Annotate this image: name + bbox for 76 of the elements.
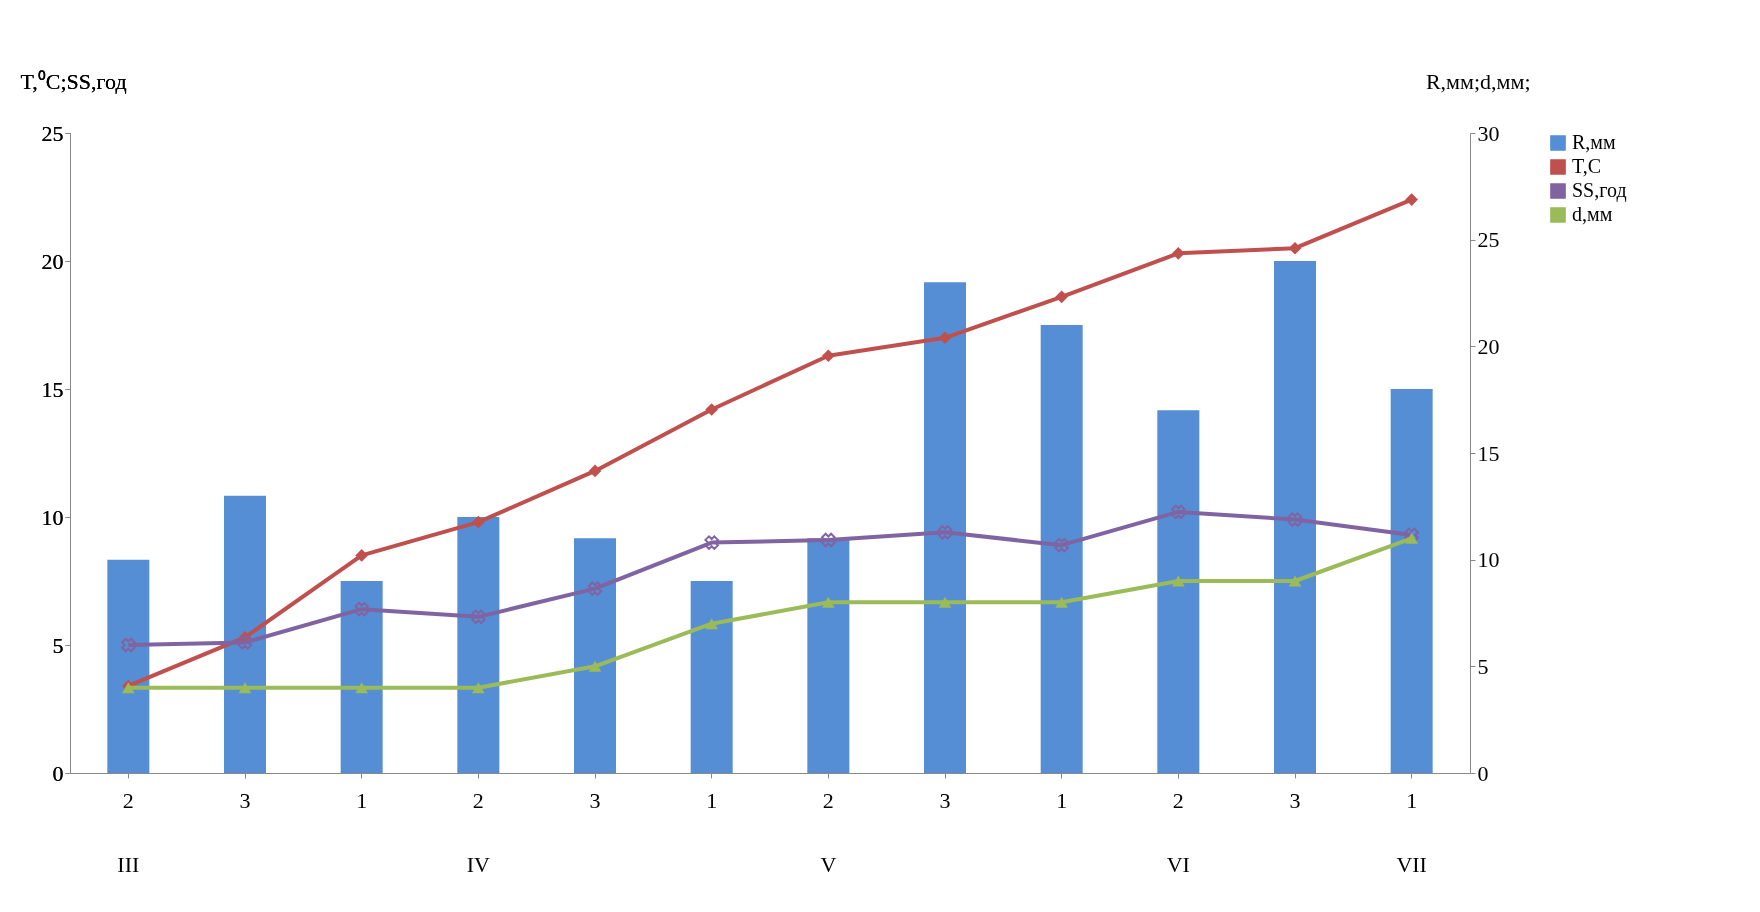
bar (1157, 410, 1200, 773)
point (588, 660, 602, 672)
bar (574, 538, 616, 773)
point (1404, 527, 1419, 543)
y2-axis-title: R,мм;d,мм; (1425, 68, 1531, 94)
bar (1040, 325, 1083, 773)
y-tick-label: 10 (41, 504, 64, 530)
y2-tick-label: 20 (1477, 333, 1500, 359)
point (355, 549, 368, 562)
point (1288, 241, 1302, 255)
point (1054, 537, 1069, 553)
point (821, 532, 836, 548)
point (1172, 246, 1185, 260)
point (822, 596, 835, 608)
category-label: 2 VI (1166, 787, 1190, 877)
category-label: 2 V (820, 787, 837, 877)
y-tick-label: 25 (41, 120, 64, 146)
y2-tick-label: 30 (1477, 120, 1500, 146)
y-axis-title: T,⁰C;SS,год (20, 68, 127, 94)
point (471, 609, 486, 625)
x-tick-label: 1 (1056, 787, 1068, 813)
point (1287, 512, 1303, 527)
category-label: 2 IV (466, 787, 490, 877)
point (1405, 532, 1418, 544)
x-tick-label: 3 (239, 787, 251, 813)
x-tick-label: 1 (706, 787, 718, 813)
point (938, 596, 952, 608)
point (705, 618, 718, 630)
bar (1274, 261, 1316, 773)
y-tick-label: 0 (52, 760, 64, 786)
bar (1390, 389, 1433, 773)
legend-label: R,мм (1572, 131, 1616, 153)
point (237, 635, 253, 650)
bar (340, 581, 383, 773)
point (1172, 575, 1185, 587)
point (938, 331, 952, 345)
x-tick-label: 3 (1289, 787, 1301, 813)
y2-tick-label: 25 (1477, 227, 1500, 253)
x-tick-label: 3 (939, 787, 951, 813)
legend-label: T,C (1572, 155, 1602, 177)
bar (224, 495, 266, 773)
y-tick-label: 20 (41, 248, 64, 274)
point (472, 515, 485, 529)
point (1171, 504, 1186, 520)
point (704, 535, 719, 550)
point (937, 525, 953, 540)
point (1055, 290, 1068, 304)
x-tick-label: 3 (589, 787, 601, 813)
y2-tick-label: 10 (1477, 547, 1500, 573)
bar (457, 517, 500, 773)
bar (807, 538, 850, 773)
bar (690, 581, 733, 773)
y2-tick-label: 15 (1477, 440, 1500, 466)
x-tick-label: 1 (356, 787, 368, 813)
bar (107, 559, 150, 773)
point (587, 581, 603, 596)
y-tick-label: 5 (52, 632, 64, 658)
point (705, 403, 718, 416)
legend-label: SS,год (1572, 179, 1627, 202)
point (1288, 575, 1302, 587)
point (1405, 193, 1418, 206)
y-tick-label: 15 (41, 376, 64, 402)
category-label: 2 III (117, 787, 140, 877)
bar (924, 282, 966, 773)
point (822, 349, 835, 363)
point (355, 682, 368, 694)
point (588, 464, 602, 478)
point (238, 682, 252, 694)
point (121, 637, 136, 653)
point (1055, 596, 1068, 608)
y2-tick-label: 0 (1477, 760, 1489, 786)
legend-label: d,мм (1572, 203, 1613, 225)
point (472, 682, 485, 694)
category-label: 1 VII (1396, 787, 1427, 877)
y2-tick-label: 5 (1477, 653, 1489, 679)
point (354, 601, 369, 617)
